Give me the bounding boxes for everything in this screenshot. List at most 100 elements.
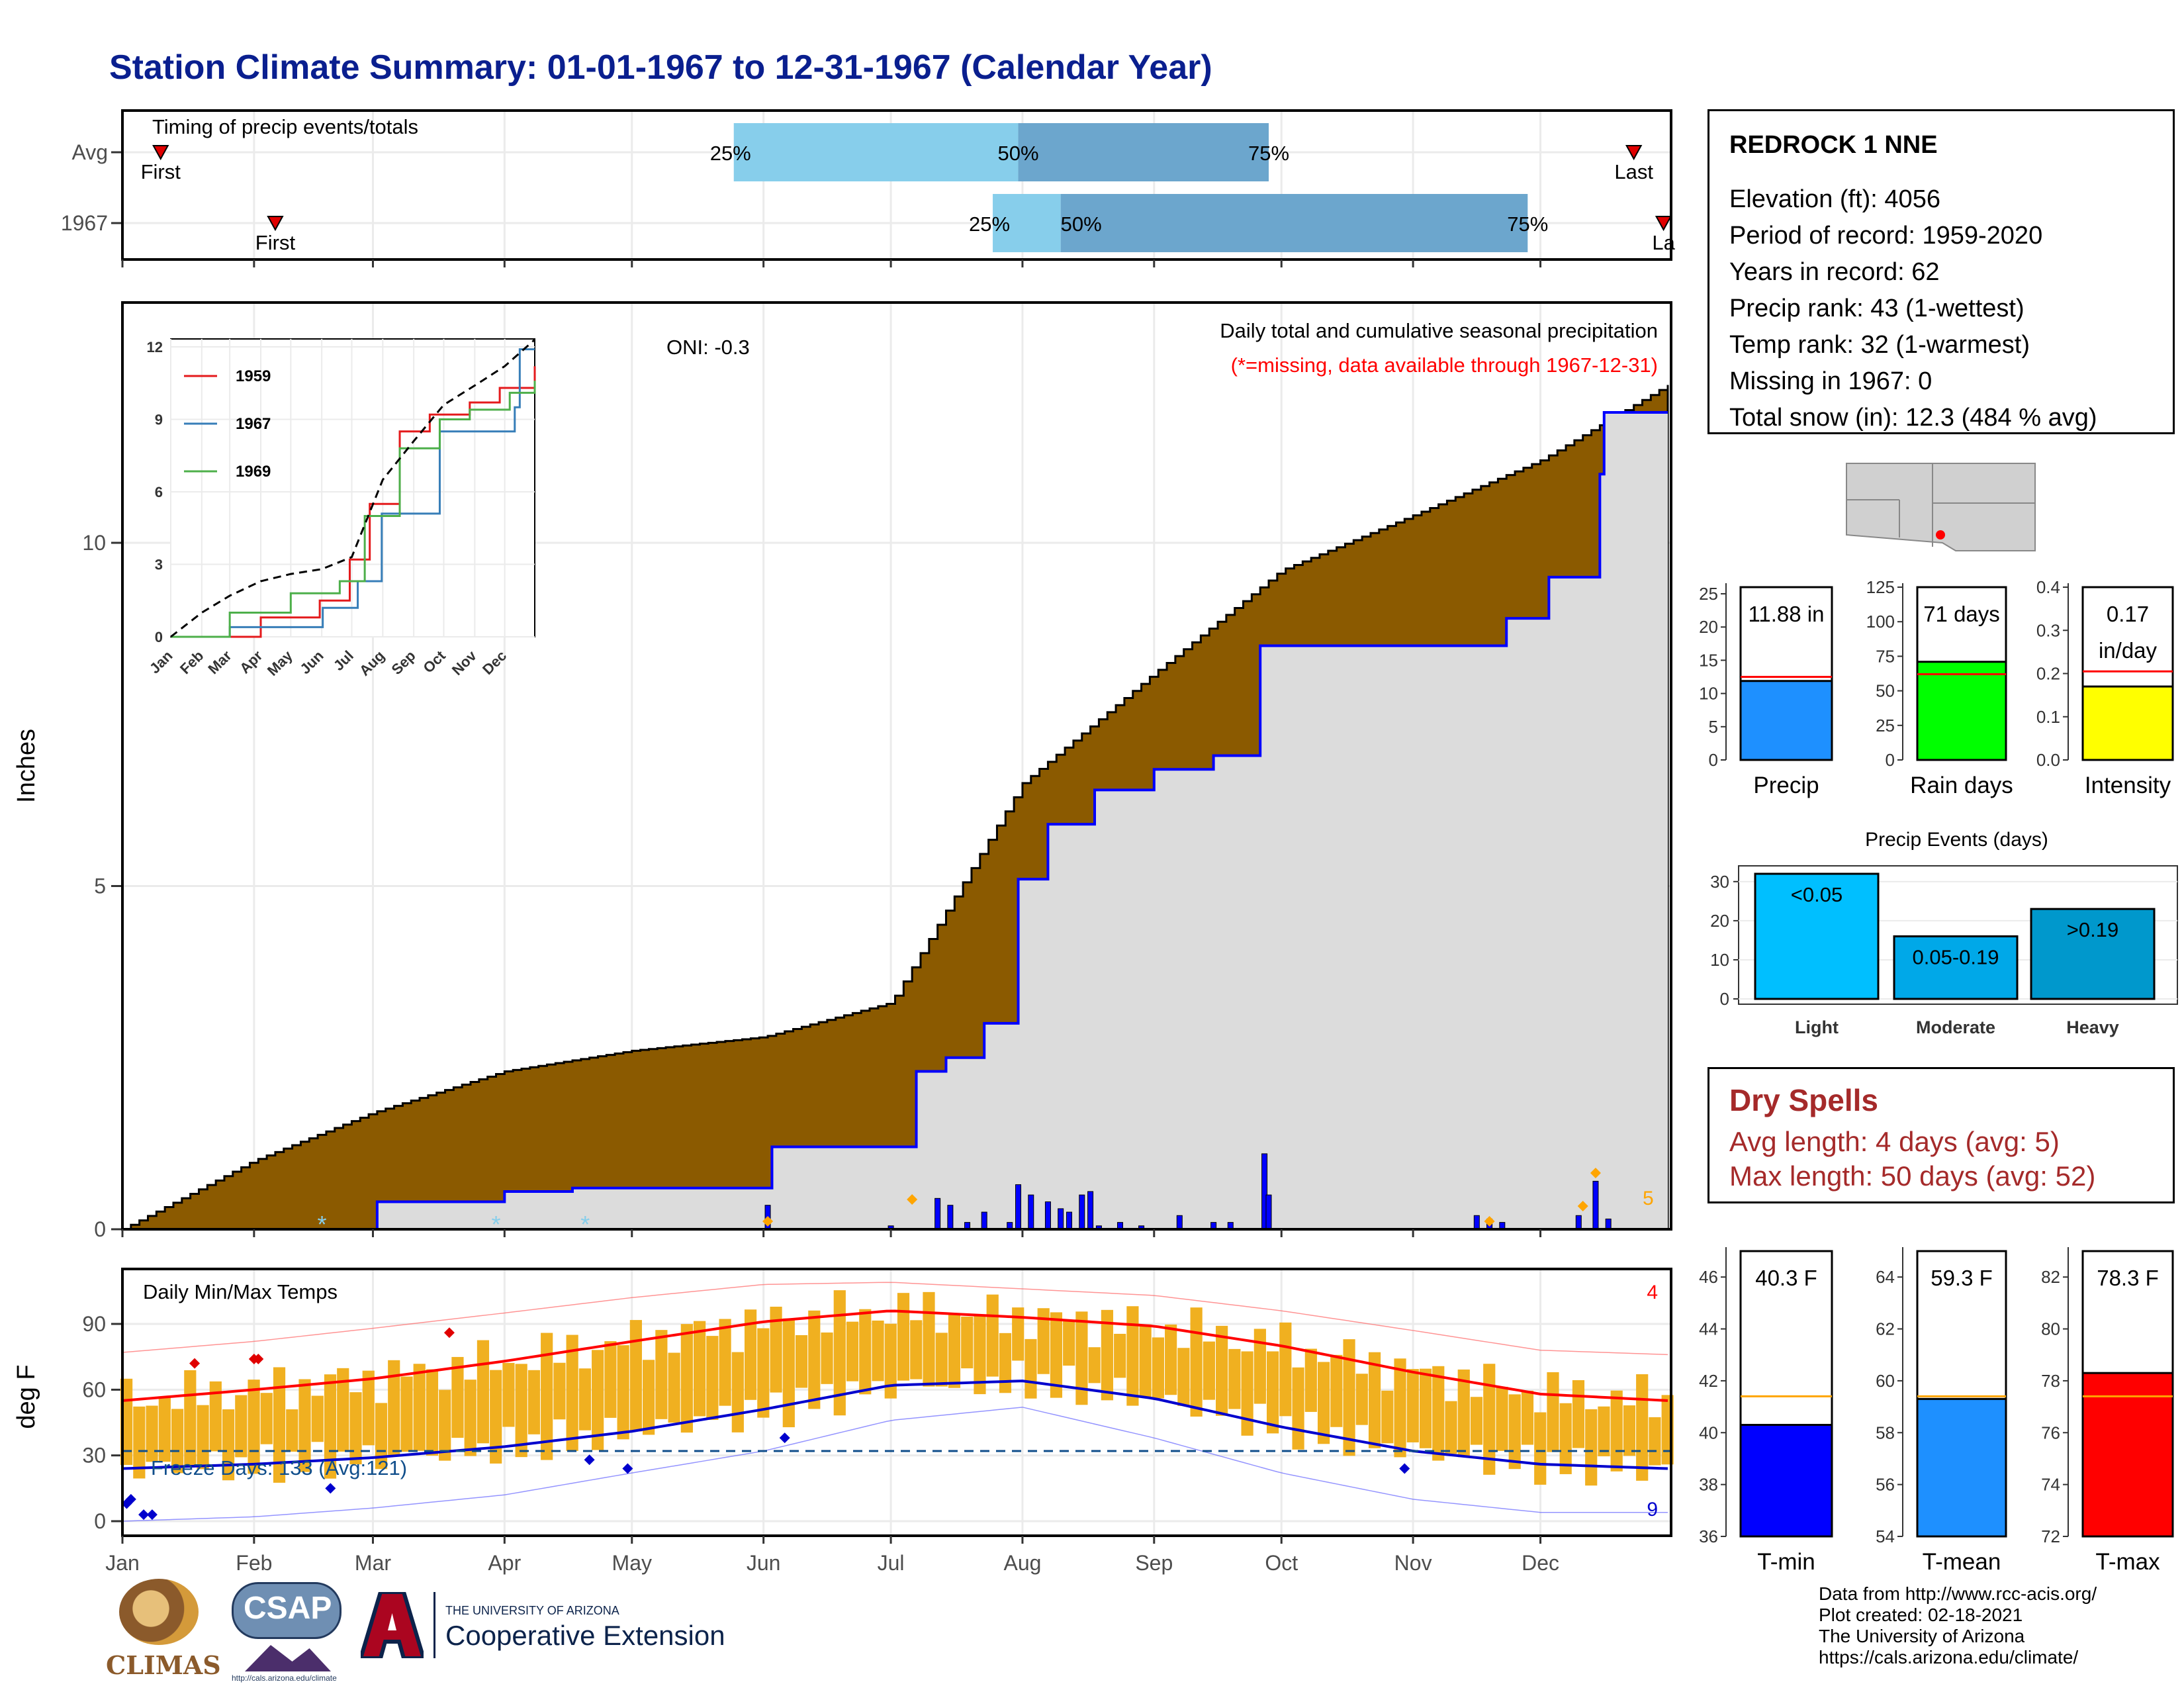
daily-temp-bar: [451, 1356, 464, 1438]
month-label: Jan: [105, 1551, 140, 1575]
small-bar-value-label: 71 days: [1923, 602, 2000, 626]
station-total-snow: Total snow (in): 12.3 (484 % avg): [1729, 404, 2097, 432]
small-bar-value: [1916, 661, 2007, 761]
small-bar-y-tick: 60: [1876, 1371, 1895, 1391]
daily-temp-bar: [146, 1405, 158, 1462]
month-label: Dec: [1522, 1551, 1559, 1575]
ua-small-text: THE UNIVERSITY OF ARIZONA: [445, 1604, 619, 1617]
station-precip-rank: Precip rank: 43 (1-wettest): [1729, 295, 2025, 322]
daily-temp-bar: [1432, 1366, 1445, 1461]
small-bar-y-tick: 0.2: [2036, 664, 2060, 684]
daily-temp-bar: [1534, 1412, 1547, 1485]
month-label: Mar: [355, 1551, 391, 1575]
small-bar-y-tick: 78: [2041, 1371, 2060, 1391]
daily-temp-bar: [1636, 1374, 1649, 1481]
record-high-marker: [253, 1353, 264, 1364]
daily-temp-bar: [846, 1321, 859, 1382]
daily-temp-bar: [655, 1330, 668, 1419]
inset-legend-label: 1959: [236, 367, 271, 385]
daily-precip-bar: [1605, 1218, 1612, 1230]
y-tick-label: 5: [94, 874, 106, 898]
daily-temp-bar: [426, 1369, 439, 1456]
daily-precip-bar: [1087, 1191, 1094, 1230]
station-temp-rank: Temp rank: 32 (1-warmest): [1729, 331, 2030, 359]
small-bar-y-tick: 36: [1699, 1526, 1718, 1546]
small-bar-y-tick: 15: [1699, 650, 1718, 670]
daily-temp-bar: [884, 1323, 897, 1399]
daily-temp-bar: [1101, 1309, 1114, 1401]
snow-event-marker: [762, 1216, 774, 1227]
inset-y-tick: 6: [155, 484, 163, 500]
daily-precip-bar: [1176, 1215, 1183, 1230]
daily-temp-bar: [1508, 1394, 1521, 1470]
small-bar-y-tick: 62: [1876, 1319, 1895, 1339]
daily-temp-bar: [1228, 1348, 1241, 1409]
month-label: Jun: [747, 1551, 781, 1575]
daily-temp-bar: [808, 1310, 821, 1409]
small-bar-value-label: 59.3 F: [1931, 1266, 1993, 1290]
daily-temp-bar: [553, 1362, 566, 1420]
small-bar-y-tick: 82: [2041, 1267, 2060, 1287]
small-bar-y-tick: 125: [1866, 577, 1895, 597]
missing-marker: *: [317, 1211, 326, 1238]
daily-temp-bar: [986, 1294, 999, 1377]
timing-title: Timing of precip events/totals: [152, 115, 418, 138]
freeze-days-label: Freeze Days: 133 (Avg:121): [151, 1456, 407, 1479]
small-bar-y-tick: 5: [1709, 717, 1718, 737]
events-bar-label: <0.05: [1791, 883, 1843, 906]
daily-temp-bar: [184, 1370, 197, 1468]
daily-temp-bar: [795, 1335, 808, 1388]
small-bar-category: T-max: [2095, 1549, 2160, 1575]
daily-temp-bar: [1394, 1358, 1406, 1458]
small-bar-category: T-min: [1757, 1549, 1815, 1575]
daily-temp-bar: [502, 1362, 515, 1427]
station-years: Years in record: 62: [1729, 258, 1940, 286]
small-bar-y-tick: 25: [1876, 716, 1895, 735]
daily-precip-bar: [934, 1197, 941, 1230]
small-bar-value-label: 78.3 F: [2097, 1266, 2159, 1290]
daily-temp-bar: [1585, 1409, 1598, 1486]
daily-temp-bar: [1253, 1329, 1266, 1404]
timing-q25-label: 25%: [710, 142, 751, 165]
timing-q75-label: 75%: [1248, 142, 1289, 165]
daily-temp-bar: [604, 1341, 617, 1418]
daily-temp-bar: [1649, 1417, 1661, 1466]
avg-tmax-line: [122, 1309, 1668, 1402]
events-y-tick: 20: [1710, 911, 1729, 931]
daily-temp-bar: [910, 1320, 923, 1380]
daily-temp-bar: [1152, 1337, 1164, 1399]
daily-temp-bar: [974, 1315, 986, 1395]
daily-temp-bar: [477, 1340, 490, 1444]
daily-temp-bar: [541, 1333, 553, 1460]
small-bar-y-tick: 0.3: [2036, 620, 2060, 640]
daily-precip-bar: [1058, 1208, 1064, 1230]
events-y-tick: 30: [1710, 872, 1729, 892]
record-low-marker: [584, 1454, 595, 1466]
daily-temp-bar: [1075, 1311, 1088, 1405]
small-bar-y-tick: 74: [2041, 1475, 2060, 1495]
small-bar-y-tick: 75: [1876, 646, 1895, 666]
daily-temp-bar: [311, 1395, 324, 1442]
cum-count-label: 5: [1643, 1188, 1654, 1209]
csap-logo-text: CSAP: [244, 1591, 332, 1626]
timing-q25-label: 25%: [969, 212, 1010, 236]
credit-line: Data from http://www.rcc-acis.org/: [1819, 1583, 2097, 1604]
timing-first-marker: [152, 145, 169, 161]
daily-temp-bar: [1406, 1369, 1419, 1442]
daily-precip-bar: [1044, 1201, 1051, 1230]
csap-url: http://cals.arizona.edu/climate: [232, 1673, 337, 1683]
daily-temp-bar: [999, 1333, 1012, 1393]
timing-bar-q50-q75: [1018, 123, 1269, 181]
daily-temp-bar: [1483, 1364, 1496, 1475]
station-period: Period of record: 1959-2020: [1729, 222, 2043, 250]
month-label: Oct: [1265, 1551, 1298, 1575]
daily-temp-bar: [349, 1392, 362, 1465]
small-bar-y-tick: 38: [1699, 1475, 1718, 1495]
events-category: Heavy: [2066, 1017, 2119, 1037]
small-bar-category: Precip: [1753, 773, 1819, 798]
record-low-marker: [1399, 1463, 1410, 1474]
record-high-marker: [189, 1358, 201, 1369]
temp-y-label: deg F: [13, 1364, 40, 1429]
timing-first-label: First: [141, 160, 181, 183]
small-bar-y-tick: 76: [2041, 1423, 2060, 1442]
